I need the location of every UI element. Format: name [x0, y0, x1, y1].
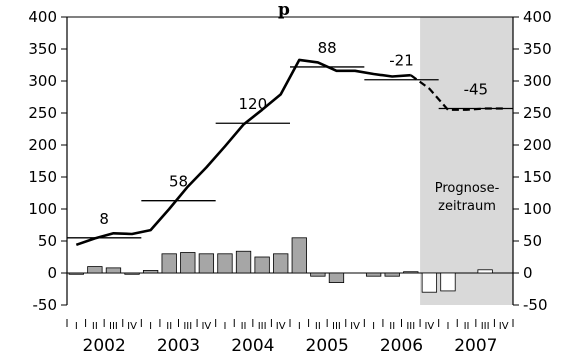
- quarter-label: II: [389, 321, 395, 332]
- quarter-label: I: [372, 321, 375, 332]
- annual-growth-label-2006: -21: [389, 52, 414, 70]
- bar-q2: [87, 266, 103, 274]
- y-tick-label-right: 400: [523, 8, 552, 26]
- forecast-region: [420, 17, 513, 305]
- bar-q23: [477, 269, 493, 274]
- quarter-label: I: [75, 321, 78, 332]
- y-tick-label-left: 0: [47, 264, 57, 282]
- y-tick-label-left: 100: [28, 200, 57, 218]
- y-tick-label-right: -50: [523, 296, 548, 314]
- bar-q12: [273, 253, 289, 274]
- y-tick-label-left: -50: [33, 296, 58, 314]
- forecast-label-line2: zeitraum: [438, 199, 496, 214]
- bar-q20: [421, 272, 438, 293]
- y-tick-label-left: 400: [28, 8, 57, 26]
- y-tick-label-left: 250: [28, 104, 57, 122]
- year-label-2006: 2006: [380, 336, 423, 356]
- quarter-label: II: [315, 321, 321, 332]
- quarter-label: IV: [276, 321, 286, 332]
- year-label-2005: 2005: [306, 336, 349, 356]
- bar-q11: [254, 256, 270, 274]
- y-tick-label-left: 350: [28, 40, 57, 58]
- y-tick-label-right: 0: [523, 264, 533, 282]
- series-line-actual: [75, 58, 411, 247]
- y-tick-label-right: 150: [523, 168, 552, 186]
- annual-growth-label-2003: 58: [169, 173, 188, 191]
- quarter-label: IV: [127, 321, 137, 332]
- y-tick-label-right: 50: [523, 232, 542, 250]
- bar-q7: [180, 252, 196, 274]
- quarter-label: III: [332, 321, 341, 332]
- year-label-2004: 2004: [231, 336, 274, 356]
- y-tick-label-left: 200: [28, 136, 57, 154]
- bar-q3: [105, 267, 122, 274]
- y-tick-label-right: 100: [523, 200, 552, 218]
- quarter-label: I: [446, 321, 449, 332]
- quarter-label: III: [406, 321, 415, 332]
- bar-q1: [68, 272, 84, 275]
- chart-title: p: [278, 0, 290, 20]
- quarter-label: I: [298, 321, 301, 332]
- quarter-label: IV: [424, 321, 434, 332]
- bar-q19: [403, 271, 419, 274]
- bar-q14: [310, 272, 326, 277]
- bar-q4: [124, 272, 140, 275]
- y-tick-label-left: 150: [28, 168, 57, 186]
- bar-q8: [198, 253, 215, 274]
- bar-q17: [365, 272, 382, 277]
- bar-q6: [161, 253, 177, 274]
- bar-q10: [235, 250, 252, 274]
- quarter-label: IV: [201, 321, 211, 332]
- quarter-label: I: [223, 321, 226, 332]
- quarter-label: III: [258, 321, 267, 332]
- annual-growth-label-2005: 88: [318, 39, 337, 57]
- y-tick-label-right: 250: [523, 104, 552, 122]
- y-tick-label-left: 300: [28, 72, 57, 90]
- quarter-label: II: [241, 321, 247, 332]
- bar-q9: [217, 253, 233, 274]
- y-tick-label-right: 200: [523, 136, 552, 154]
- quarter-label: III: [481, 321, 490, 332]
- quarter-label: I: [149, 321, 152, 332]
- annual-growth-label-2007: -45: [464, 81, 489, 99]
- bar-q15: [328, 272, 345, 284]
- quarter-label: IV: [350, 321, 360, 332]
- annual-growth-label-2004: 120: [239, 95, 268, 113]
- bar-q13: [291, 237, 307, 274]
- y-tick-label-left: 50: [38, 232, 57, 250]
- quarter-label: IV: [499, 321, 509, 332]
- quarter-label: III: [109, 321, 118, 332]
- year-label-2003: 2003: [157, 336, 200, 356]
- bar-q21: [440, 272, 456, 292]
- bar-q5: [142, 270, 159, 274]
- y-tick-label-right: 350: [523, 40, 552, 58]
- bar-q18: [384, 272, 400, 277]
- quarter-label: II: [464, 321, 470, 332]
- year-label-2007: 2007: [454, 336, 497, 356]
- year-label-2002: 2002: [83, 336, 126, 356]
- y-tick-label-right: 300: [523, 72, 552, 90]
- quarter-label: II: [92, 321, 98, 332]
- forecast-label-line1: Prognose-: [435, 181, 500, 196]
- quarter-label: III: [183, 321, 192, 332]
- quarter-label: II: [166, 321, 172, 332]
- annual-growth-label-2002: 8: [99, 210, 109, 228]
